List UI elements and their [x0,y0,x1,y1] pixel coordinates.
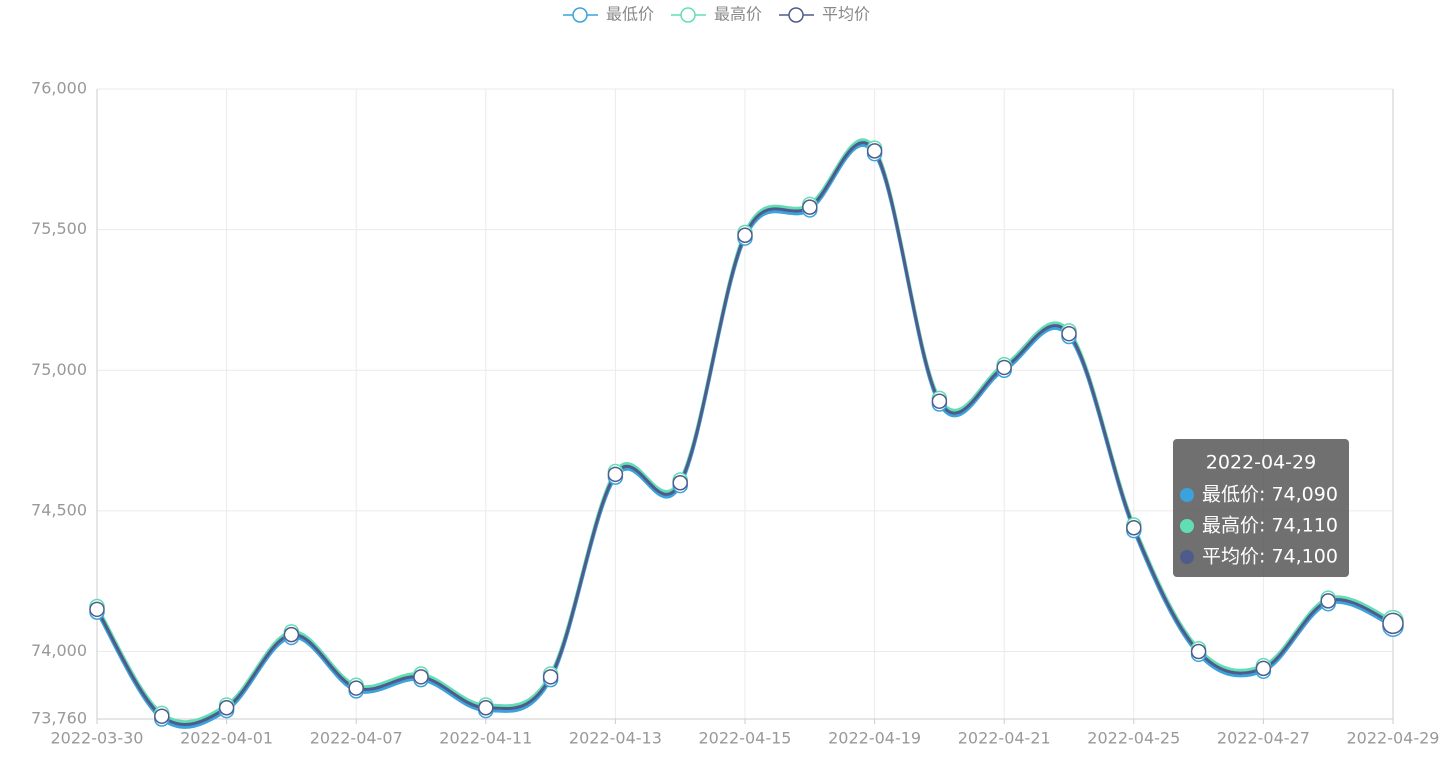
tooltip-dot [1180,488,1194,502]
x-tick-label: 2022-04-25 [1087,729,1180,748]
tooltip-row: 最高价: 74,110 [1202,515,1338,537]
legend-label: 最低价 [606,5,654,24]
tooltip-row: 最低价: 74,090 [1202,484,1338,506]
tooltip-box [1173,439,1349,577]
data-point [1382,612,1404,635]
y-tick-label: 75,500 [31,219,87,238]
data-point [478,700,494,716]
data-point [218,700,235,716]
data-point [607,466,624,483]
x-tick-label: 2022-04-21 [958,729,1051,748]
data-point [1320,593,1336,609]
legend-label: 最高价 [714,5,762,24]
data-point [1061,325,1077,342]
legend-icon [788,7,804,23]
y-tick-label: 75,000 [31,360,87,379]
data-point [996,359,1012,376]
data-point [866,143,883,159]
x-tick-label: 2022-04-11 [439,729,532,748]
legend-icon [572,7,588,23]
data-point [283,626,300,643]
data-point [348,680,364,696]
data-point [89,601,105,618]
tooltip: 2022-04-29 最低价: 74,090 最高价: 74,110 平均价: 74,… [1173,439,1349,577]
x-tick-label: 2022-04-15 [699,729,792,748]
y-tick-label: 74,500 [31,500,87,519]
data-point [1126,520,1142,536]
data-point [737,227,753,243]
legend: 最低价 最高价 平均价 [563,5,870,24]
tooltip-row: 平均价: 74,100 [1202,546,1338,568]
data-point [1190,643,1207,660]
y-tick-label: 73,760 [31,709,87,728]
data-point [154,708,170,724]
x-tick-label: 2022-04-13 [569,729,662,748]
tooltip-title: 2022-04-29 [1206,452,1316,474]
data-point [802,199,818,215]
data-point [1255,660,1272,677]
legend-icon [680,7,696,23]
x-tick-label: 2022-04-19 [828,729,921,748]
x-tick-label: 2022-04-01 [180,729,273,748]
data-point [542,669,559,685]
x-tick-label: 2022-03-30 [51,729,144,748]
y-tick-label: 76,000 [31,79,87,98]
y-tick-label: 74,000 [31,641,87,660]
legend-label: 平均价 [822,5,870,24]
x-tick-label: 2022-04-07 [310,729,403,748]
x-tick-label: 2022-04-27 [1217,729,1310,748]
tooltip-dot [1180,550,1194,564]
tooltip-dot [1180,519,1194,533]
data-point [931,393,948,409]
data-point [413,669,429,685]
x-tick-label: 2022-04-29 [1347,729,1440,748]
data-point [672,475,688,491]
